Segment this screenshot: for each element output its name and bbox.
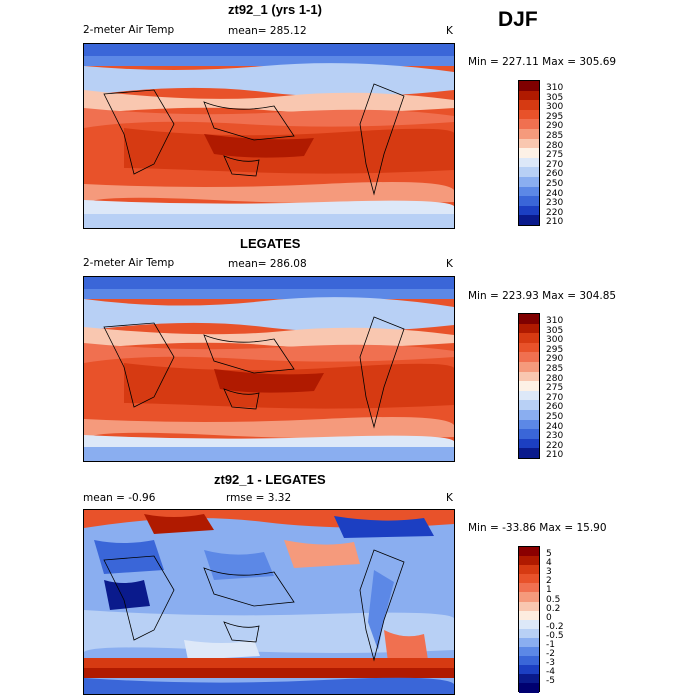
cb3-label: 5 bbox=[546, 549, 552, 559]
cb3-label: -0.2 bbox=[546, 621, 564, 632]
cb1-label: 305 bbox=[546, 92, 564, 103]
cb3-label: 0 bbox=[546, 612, 552, 623]
cb2-label: 280 bbox=[546, 373, 564, 384]
cb1-label: 210 bbox=[546, 217, 564, 228]
panel-1-temperature-field bbox=[84, 44, 454, 228]
panel-3-map bbox=[83, 509, 455, 695]
cb2-label: 230 bbox=[546, 431, 564, 442]
panel-1-map bbox=[83, 43, 455, 229]
cb1-label: 290 bbox=[546, 121, 564, 132]
cb2-label: 240 bbox=[546, 421, 564, 432]
cb2-label: 300 bbox=[546, 335, 564, 346]
cb2-label: 260 bbox=[546, 402, 564, 413]
cb1-label: 280 bbox=[546, 140, 564, 151]
cb3-label: -0.5 bbox=[546, 630, 564, 641]
cb2-label: 220 bbox=[546, 440, 564, 451]
panel-1-colorbar bbox=[518, 80, 540, 226]
cb2-label: 310 bbox=[546, 316, 564, 326]
panel-3-mean-label: mean = -0.96 bbox=[83, 492, 156, 504]
panel-1-variable-label: 2-meter Air Temp bbox=[83, 24, 175, 36]
cb1-label: 285 bbox=[546, 131, 564, 141]
panel-2-variable-label: 2-meter Air Temp bbox=[83, 257, 175, 269]
season-label: DJF bbox=[498, 8, 538, 31]
panel-2-range: Min = 223.93 Max = 304.85 bbox=[468, 290, 617, 302]
cb1-label: 230 bbox=[546, 198, 564, 209]
cb1-label: 275 bbox=[546, 150, 564, 161]
cb3-label: 3 bbox=[546, 567, 552, 578]
cb3-label: -1 bbox=[546, 640, 555, 650]
cb2-label: 250 bbox=[546, 412, 564, 422]
panel-2-temperature-field bbox=[84, 277, 454, 461]
cb3-label: 0.2 bbox=[546, 603, 561, 614]
panel-3-range: Min = -33.86 Max = 15.90 bbox=[468, 522, 607, 534]
cb1-label: 270 bbox=[546, 159, 564, 170]
cb1-label: 220 bbox=[546, 207, 564, 218]
cb1-label: 240 bbox=[546, 188, 564, 199]
cb2-label: 210 bbox=[546, 450, 564, 461]
cb1-label: 295 bbox=[546, 111, 564, 122]
cb3-label: 2 bbox=[546, 576, 552, 587]
cb3-label: 1 bbox=[546, 585, 552, 596]
cb2-label: 285 bbox=[546, 364, 564, 374]
panel-1-mean-label: mean= 285.12 bbox=[228, 25, 307, 37]
cb2-label: 270 bbox=[546, 392, 564, 403]
cb1-label: 300 bbox=[546, 102, 564, 113]
cb3-label: -5 bbox=[546, 676, 555, 687]
cb3-label: 0.5 bbox=[546, 594, 561, 605]
panel-1-range: Min = 227.11 Max = 305.69 bbox=[468, 56, 617, 68]
cb2-label: 305 bbox=[546, 325, 564, 336]
cb1-label: 310 bbox=[546, 83, 564, 93]
cb1-label: 260 bbox=[546, 169, 564, 180]
panel-2-colorbar bbox=[518, 313, 540, 459]
panel-3-title: zt92_1 - LEGATES bbox=[214, 472, 326, 487]
panel-2-map bbox=[83, 276, 455, 462]
cb3-label: 4 bbox=[546, 558, 552, 569]
panel-3-rmse-label: rmse = 3.32 bbox=[226, 492, 292, 504]
cb2-label: 290 bbox=[546, 354, 564, 365]
cb1-label: 250 bbox=[546, 179, 564, 189]
panel-1-title: zt92_1 (yrs 1-1) bbox=[228, 2, 322, 17]
panel-3-unit: K bbox=[446, 492, 453, 504]
cb3-label: -3 bbox=[546, 658, 555, 669]
cb3-label: -4 bbox=[546, 667, 555, 678]
panel-2-unit: K bbox=[446, 258, 453, 270]
panel-2-title: LEGATES bbox=[240, 236, 301, 251]
panel-3-colorbar bbox=[518, 546, 540, 693]
panel-2-mean-label: mean= 286.08 bbox=[228, 258, 307, 270]
panel-1-unit: K bbox=[446, 25, 453, 37]
cb2-label: 275 bbox=[546, 383, 564, 394]
panel-3-difference-field bbox=[84, 510, 454, 694]
cb2-label: 295 bbox=[546, 344, 564, 355]
cb3-label: -2 bbox=[546, 649, 555, 660]
